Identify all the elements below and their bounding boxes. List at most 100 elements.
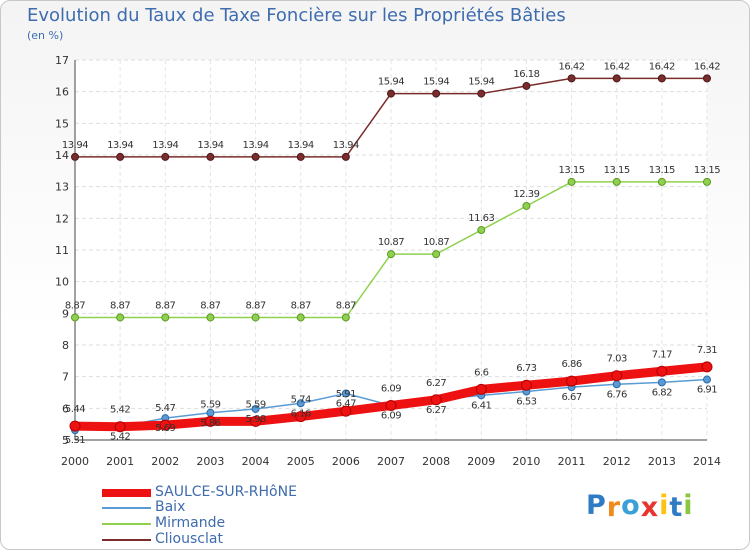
data-label-cliousclat: 16.42 (604, 61, 630, 72)
data-point-baix (341, 389, 350, 398)
data-point-cliousclat (296, 152, 305, 161)
data-label-saulce: 6.09 (381, 383, 401, 394)
data-point-mirmande (206, 313, 215, 322)
data-label-cliousclat: 13.94 (152, 140, 178, 151)
data-point-cliousclat (612, 74, 621, 83)
data-label-baix: 6.91 (697, 385, 717, 396)
legend-label-mirmande: Mirmande (155, 515, 226, 531)
x-tick-label: 2012 (603, 455, 631, 468)
x-tick-label: 2002 (151, 455, 179, 468)
data-point-cliousclat (116, 152, 125, 161)
data-point-mirmande (296, 313, 305, 322)
y-tick-label: 16 (55, 86, 69, 99)
data-label-mirmande: 8.87 (291, 300, 311, 311)
data-label-saulce: 5.44 (65, 404, 85, 415)
data-point-saulce (611, 370, 623, 382)
data-label-cliousclat: 13.94 (62, 140, 88, 151)
x-tick-label: 2007 (377, 455, 405, 468)
data-label-baix: 6.41 (471, 400, 491, 411)
data-label-saulce: 6.86 (561, 359, 581, 370)
data-point-baix (657, 378, 666, 387)
y-tick-label: 10 (55, 276, 69, 289)
data-point-cliousclat (161, 152, 170, 161)
x-tick-label: 2004 (242, 455, 270, 468)
x-tick-label: 2014 (693, 455, 721, 468)
data-label-baix: 5.69 (155, 423, 175, 434)
data-label-mirmande: 12.39 (513, 189, 539, 200)
y-tick-label: 11 (55, 244, 69, 257)
data-point-mirmande (657, 177, 666, 186)
data-point-cliousclat (432, 89, 441, 98)
data-point-baix (703, 375, 711, 384)
data-label-saulce: 5.59 (200, 399, 220, 410)
data-point-mirmande (567, 177, 576, 186)
data-point-cliousclat (522, 81, 531, 90)
data-point-cliousclat (387, 89, 395, 98)
data-label-saulce: 5.74 (291, 395, 311, 406)
data-label-saulce: 6.27 (426, 378, 446, 389)
legend-label-saulce: SAULCE-SUR-RHôNE (155, 484, 297, 500)
data-point-saulce (520, 379, 532, 391)
x-tick-label: 2005 (287, 455, 315, 468)
logo-letter: i (659, 490, 670, 521)
legend-swatch-cliousclat (102, 539, 151, 541)
data-label-baix: 6.82 (652, 387, 672, 398)
data-point-saulce (340, 405, 352, 417)
data-label-mirmande: 10.87 (378, 237, 404, 248)
data-point-saulce (656, 365, 668, 377)
y-tick-label: 9 (62, 307, 69, 320)
data-label-cliousclat: 16.42 (649, 61, 675, 72)
data-label-baix: 5.98 (245, 414, 265, 425)
x-tick-label: 2006 (332, 455, 360, 468)
data-label-cliousclat: 15.94 (378, 77, 404, 88)
data-point-mirmande (161, 313, 170, 322)
y-axis-unit-label: (en %) (27, 29, 64, 42)
data-point-mirmande (116, 313, 125, 322)
proxiti-logo: Proxiti (586, 490, 694, 523)
logo-letter: x (640, 492, 660, 523)
data-label-mirmande: 13.15 (559, 165, 585, 176)
data-point-cliousclat (341, 152, 350, 161)
data-label-mirmande: 13.15 (694, 165, 720, 176)
data-label-cliousclat: 16.18 (513, 69, 539, 80)
data-point-cliousclat (567, 74, 576, 83)
data-point-cliousclat (657, 74, 666, 83)
data-label-saulce: 6.6 (474, 367, 489, 378)
data-point-mirmande (703, 177, 711, 186)
x-tick-label: 2010 (512, 455, 540, 468)
data-point-mirmande (387, 250, 395, 259)
data-label-cliousclat: 15.94 (423, 77, 449, 88)
data-label-baix: 6.27 (426, 405, 446, 416)
data-label-saulce: 6.73 (516, 363, 536, 374)
data-point-saulce (250, 415, 262, 427)
data-label-baix: 5.31 (65, 435, 85, 446)
data-label-baix: 5.42 (110, 432, 130, 443)
data-label-saulce: 7.03 (607, 354, 627, 365)
data-point-baix (296, 399, 305, 408)
data-label-mirmande: 8.87 (155, 300, 175, 311)
data-label-cliousclat: 13.94 (197, 140, 223, 151)
data-point-cliousclat (206, 152, 215, 161)
data-point-saulce (159, 419, 171, 431)
legend-label-cliousclat: Cliousclat (155, 531, 223, 547)
data-label-saulce: 5.42 (110, 405, 130, 416)
data-point-mirmande (251, 313, 260, 322)
data-label-saulce: 7.17 (652, 349, 672, 360)
data-point-baix (251, 404, 260, 413)
y-tick-label: 12 (55, 212, 69, 225)
chart-title: Evolution du Taux de Taxe Foncière sur l… (27, 5, 566, 26)
data-label-baix: 6.67 (561, 392, 581, 403)
data-point-mirmande (432, 250, 441, 259)
data-label-mirmande: 8.87 (65, 300, 85, 311)
data-label-baix: 6.76 (607, 389, 627, 400)
data-label-saulce: 5.59 (245, 399, 265, 410)
x-tick-label: 2003 (196, 455, 224, 468)
data-label-saulce: 5.47 (155, 403, 175, 414)
x-tick-label: 2001 (106, 455, 134, 468)
data-point-mirmande (71, 313, 79, 322)
y-tick-label: 6 (62, 402, 69, 415)
data-point-saulce (701, 361, 713, 373)
y-tick-label: 17 (55, 54, 69, 67)
x-tick-label: 2013 (648, 455, 676, 468)
data-point-baix (612, 380, 621, 389)
